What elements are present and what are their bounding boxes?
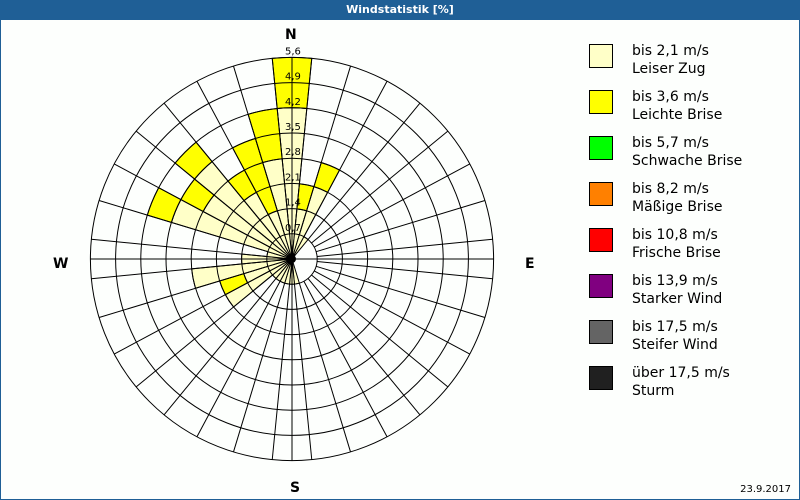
legend-range: bis 2,1 m/s [632, 43, 709, 59]
legend-swatch [589, 320, 613, 344]
legend-range: bis 10,8 m/s [632, 227, 718, 243]
legend-swatch [589, 90, 613, 114]
legend-range: bis 8,2 m/s [632, 181, 709, 197]
ring-label: 0,7 [285, 223, 301, 234]
legend-swatch [589, 228, 613, 252]
ring-label: 5,6 [285, 46, 301, 57]
legend-range: bis 5,7 m/s [632, 135, 709, 151]
compass-east: E [525, 256, 535, 272]
date-label: 23.9.2017 [740, 484, 791, 495]
polar-grid [89, 56, 495, 462]
chart-panel: 0,7 1,4 2,1 2,8 3,5 4,2 4,9 5,6 N E S W bis 2,1… [1, 20, 799, 499]
legend-swatch [589, 136, 613, 160]
legend-label: Steifer Wind [632, 337, 718, 353]
legend-range: bis 13,9 m/s [632, 273, 718, 289]
legend-swatch [589, 274, 613, 298]
ring-label: 2,8 [285, 147, 301, 158]
compass-west: W [53, 256, 69, 272]
ring-label: 1,4 [285, 198, 301, 209]
legend-label: Leichte Brise [632, 107, 723, 123]
legend-swatch [589, 44, 613, 68]
legend-swatch [589, 366, 613, 390]
legend-swatch [589, 182, 613, 206]
compass-south: S [290, 480, 301, 496]
legend-label: Starker Wind [632, 291, 723, 307]
ring-labels: 0,7 1,4 2,1 2,8 3,5 4,2 4,9 5,6 [285, 46, 301, 233]
wind-rose-sectors [146, 56, 341, 308]
legend-range: bis 3,6 m/s [632, 89, 709, 105]
legend-label: Sturm [632, 383, 675, 399]
legend-label: Mäßige Brise [632, 199, 723, 215]
legend-range: über 17,5 m/s [632, 365, 730, 381]
ring-label: 4,9 [285, 72, 301, 83]
window-title: Windstatistik [%] [0, 0, 800, 20]
compass-north: N [285, 27, 297, 43]
legend-label: Frische Brise [632, 245, 721, 261]
legend-label: Schwache Brise [632, 153, 743, 169]
ring-label: 3,5 [285, 122, 301, 133]
ring-label: 4,2 [285, 97, 301, 108]
legend-range: bis 17,5 m/s [632, 319, 718, 335]
legend-label: Leiser Zug [632, 61, 706, 77]
wind-rose-chart: 0,7 1,4 2,1 2,8 3,5 4,2 4,9 5,6 [89, 46, 495, 462]
ring-label: 2,1 [285, 172, 301, 183]
